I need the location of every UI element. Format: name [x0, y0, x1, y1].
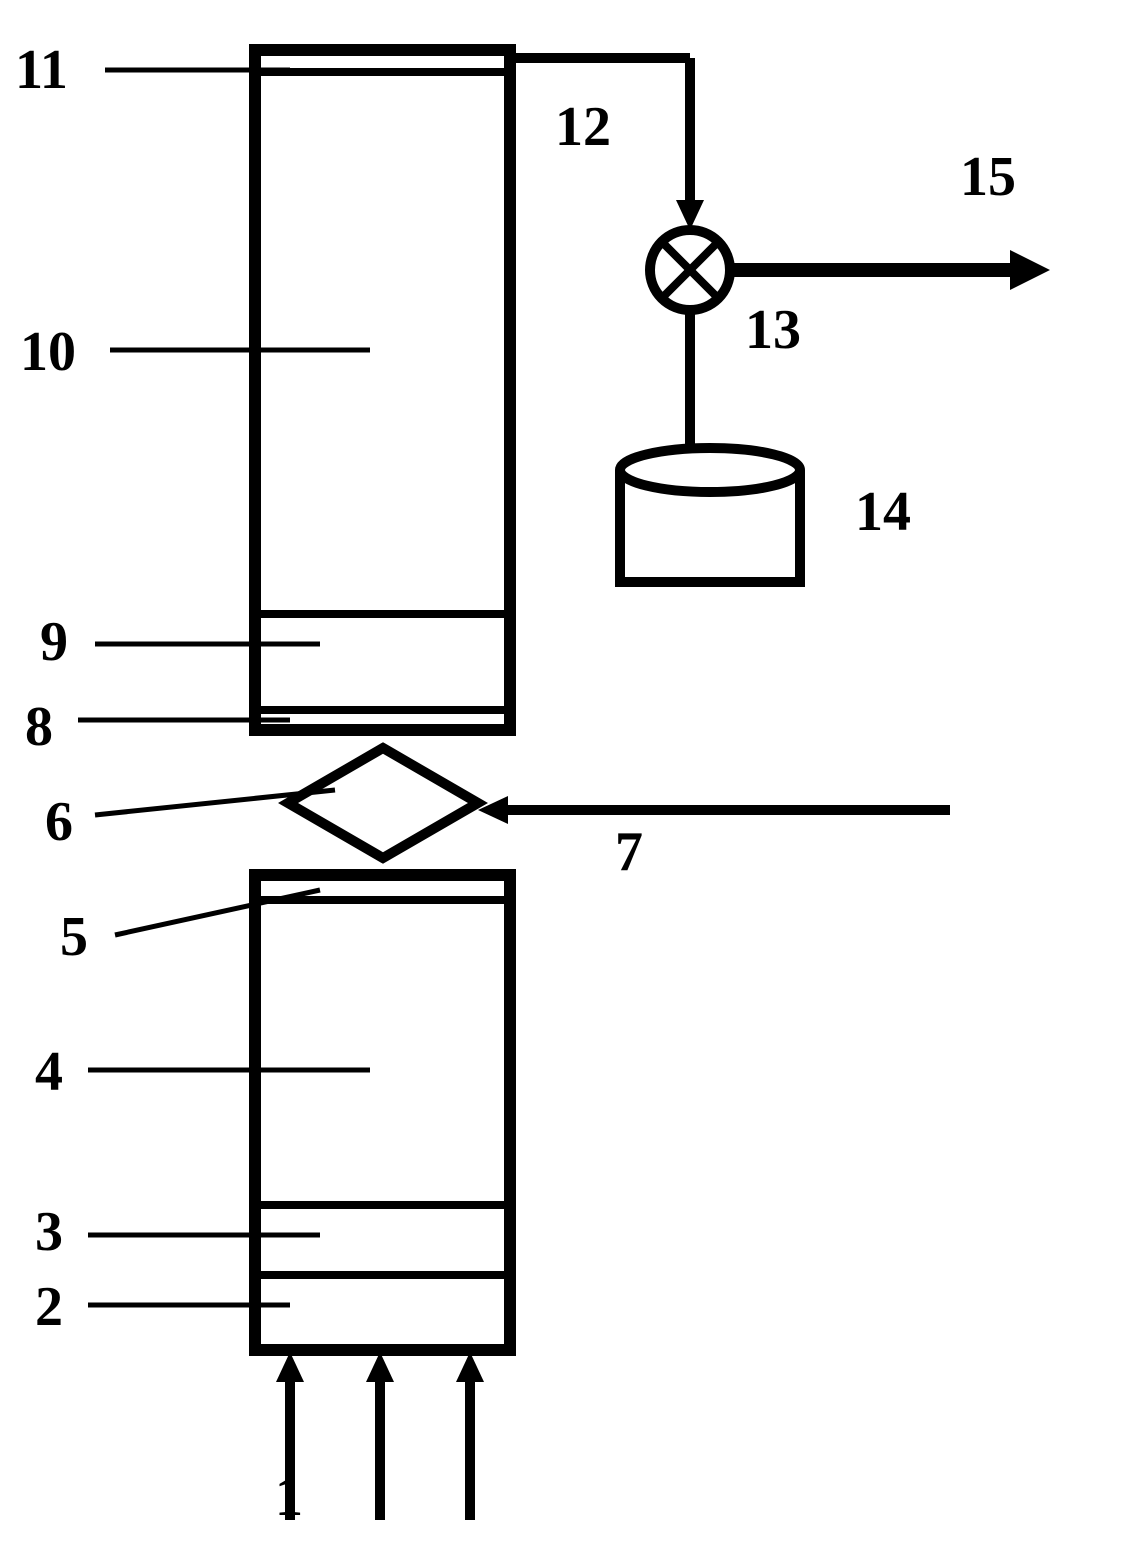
label-12: 12	[555, 95, 611, 159]
label-8: 8	[25, 695, 53, 759]
label-4: 4	[35, 1040, 63, 1104]
side-inlet-arrow	[478, 796, 950, 824]
schematic-diagram	[0, 0, 1126, 1565]
inlet-arrows	[276, 1352, 484, 1520]
tank-icon	[620, 448, 800, 582]
upper-column	[255, 50, 510, 730]
label-11: 11	[15, 38, 68, 102]
label-3: 3	[35, 1200, 63, 1264]
label-2: 2	[35, 1275, 63, 1339]
label-15: 15	[960, 145, 1016, 209]
leader-lines	[78, 70, 370, 1305]
label-9: 9	[40, 610, 68, 674]
label-6: 6	[45, 790, 73, 854]
label-13: 13	[745, 298, 801, 362]
label-14: 14	[855, 480, 911, 544]
label-5: 5	[60, 905, 88, 969]
diamond-valve	[288, 748, 478, 858]
label-1: 1	[275, 1465, 303, 1529]
valve-icon	[650, 230, 730, 310]
lower-column	[255, 875, 510, 1350]
label-7: 7	[615, 820, 643, 884]
outlet-arrow	[730, 250, 1050, 290]
label-10: 10	[20, 320, 76, 384]
